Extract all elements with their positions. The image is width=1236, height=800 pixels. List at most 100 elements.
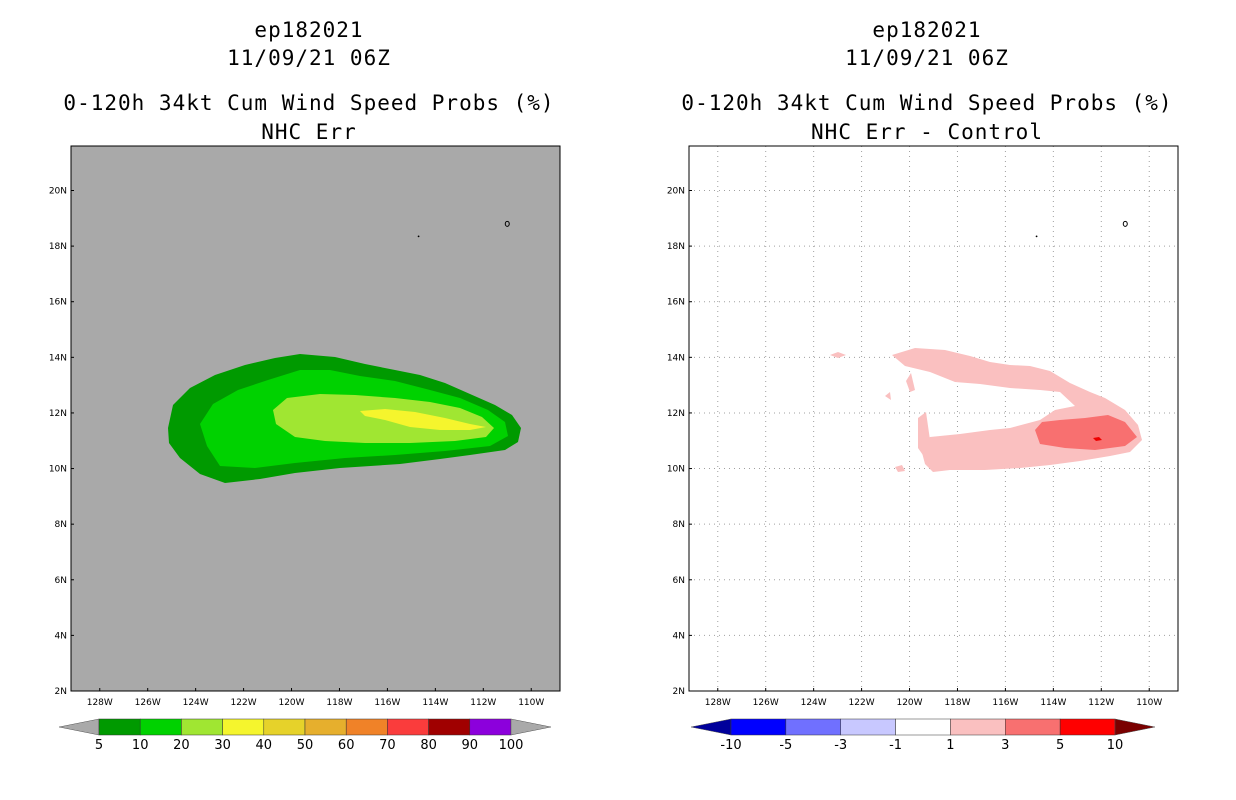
lon-label: 110W bbox=[1136, 698, 1162, 708]
island-socorro bbox=[504, 220, 510, 227]
lon-label: 114W bbox=[422, 698, 448, 708]
lat-label: 12N bbox=[667, 409, 685, 419]
colorbar-over-arrow bbox=[510, 718, 552, 736]
lat-label: 4N bbox=[55, 631, 67, 641]
colorbar-swatch bbox=[345, 718, 388, 736]
lon-label: 124W bbox=[801, 698, 827, 708]
colorbar-swatch bbox=[222, 718, 265, 736]
lat-label: 14N bbox=[49, 353, 67, 363]
contour-5-10 bbox=[885, 392, 891, 400]
colorbar-over-arrow bbox=[1114, 718, 1156, 736]
lon-label: 112W bbox=[1088, 698, 1114, 708]
colorbar-label: 20 bbox=[173, 738, 190, 753]
colorbar-under-arrow bbox=[58, 718, 100, 736]
lon-label: 128W bbox=[87, 698, 113, 708]
colorbar-swatch bbox=[304, 718, 347, 736]
panel-nhc-err: ep182021 11/09/21 06Z 0-120h 34kt Cum Wi… bbox=[49, 18, 561, 753]
colorbar-label: -1 bbox=[889, 738, 902, 753]
variant-title: NHC Err - Control bbox=[811, 120, 1043, 144]
product-title: 0-120h 34kt Cum Wind Speed Probs (%) bbox=[681, 91, 1173, 115]
colorbar-swatch bbox=[428, 718, 471, 736]
storm-id-title: ep182021 bbox=[872, 18, 982, 42]
colorbar-swatch bbox=[181, 718, 223, 736]
colorbar-swatch bbox=[1059, 718, 1116, 736]
lat-label: 20N bbox=[667, 186, 685, 196]
lat-label: 10N bbox=[49, 465, 67, 475]
product-title: 0-120h 34kt Cum Wind Speed Probs (%) bbox=[63, 91, 555, 115]
contour-5-10 bbox=[895, 465, 905, 472]
contour-fills bbox=[689, 146, 1178, 691]
colorbar-swatch bbox=[730, 718, 787, 736]
map-frame bbox=[688, 145, 1179, 692]
lat-label: 12N bbox=[49, 409, 67, 419]
contour-5-10 bbox=[906, 373, 915, 392]
colorbar-label: -5 bbox=[779, 738, 792, 753]
colorbar-swatch bbox=[950, 718, 1006, 736]
colorbar-label: 80 bbox=[420, 738, 437, 753]
colorbar: -10 -5 -3 -1 1 3 5 10 bbox=[690, 718, 1156, 753]
colorbar-swatch bbox=[139, 718, 182, 736]
lon-label: 124W bbox=[183, 698, 209, 708]
lat-label: 8N bbox=[55, 520, 67, 530]
colorbar-under-arrow bbox=[690, 718, 732, 736]
island-clarion bbox=[1035, 235, 1038, 238]
colorbar-label: 100 bbox=[499, 738, 524, 753]
lat-label: 2N bbox=[55, 687, 67, 697]
colorbar-label: 30 bbox=[214, 738, 231, 753]
lon-label: 118W bbox=[326, 698, 352, 708]
lat-label: 16N bbox=[49, 298, 67, 308]
colorbar: 5 10 20 30 40 50 60 70 80 90 100 bbox=[58, 718, 552, 753]
lon-label: 118W bbox=[944, 698, 970, 708]
colorbar-label: 5 bbox=[1056, 738, 1064, 753]
panel-nhc-err-minus-control: ep182021 11/09/21 06Z 0-120h 34kt Cum Wi… bbox=[618, 0, 1236, 800]
contour-30-40 bbox=[360, 409, 486, 430]
colorbar-label: 40 bbox=[256, 738, 273, 753]
datetime-title: 11/09/21 06Z bbox=[845, 46, 1009, 70]
colorbar-label: 5 bbox=[95, 738, 103, 753]
lon-label: 116W bbox=[992, 698, 1018, 708]
lon-label: 120W bbox=[896, 698, 922, 708]
lon-label: 112W bbox=[470, 698, 496, 708]
map-frame bbox=[70, 145, 561, 692]
contour-5-10 bbox=[830, 352, 846, 358]
colorbar-swatch bbox=[387, 718, 429, 736]
island-clarion bbox=[417, 235, 420, 238]
lon-label: 120W bbox=[278, 698, 304, 708]
colorbar-label: 60 bbox=[338, 738, 355, 753]
colorbar-swatch bbox=[895, 718, 951, 736]
colorbar-swatch bbox=[1005, 718, 1061, 736]
colorbar-label: 3 bbox=[1001, 738, 1009, 753]
probability-map: 2N 4N 6N 8N 10N 12N 14N 16N 18N 20N 128W 126W 124W 12… bbox=[49, 145, 561, 753]
lat-label: 10N bbox=[667, 465, 685, 475]
lat-label: 8N bbox=[673, 520, 685, 530]
lat-label: 4N bbox=[673, 631, 685, 641]
difference-map: 2N 4N 6N 8N 10N 12N 14N 16N 18N 20N 128W 126W 124W 12… bbox=[667, 145, 1179, 753]
lat-label: 18N bbox=[49, 242, 67, 252]
lon-label: 122W bbox=[231, 698, 257, 708]
lat-label: 2N bbox=[673, 687, 685, 697]
colorbar-swatch bbox=[98, 718, 141, 736]
colorbar-label: -3 bbox=[834, 738, 847, 753]
colorbar-label: 1 bbox=[946, 738, 954, 753]
colorbar-swatch bbox=[785, 718, 841, 736]
lon-label: 126W bbox=[753, 698, 779, 708]
lon-label: 110W bbox=[518, 698, 544, 708]
lon-label: 128W bbox=[705, 698, 731, 708]
contour-fills bbox=[168, 354, 521, 483]
variant-title: NHC Err bbox=[261, 120, 357, 144]
lon-label: 126W bbox=[135, 698, 161, 708]
lat-label: 6N bbox=[55, 576, 67, 586]
island-socorro bbox=[1122, 220, 1128, 227]
colorbar-label: -10 bbox=[720, 738, 741, 753]
contour-5-10 bbox=[1093, 437, 1102, 441]
lon-label: 116W bbox=[374, 698, 400, 708]
contour-3-5 bbox=[1035, 415, 1137, 450]
colorbar-label: 50 bbox=[297, 738, 314, 753]
lat-label: 20N bbox=[49, 186, 67, 196]
lat-label: 14N bbox=[667, 353, 685, 363]
colorbar-swatch bbox=[263, 718, 306, 736]
lon-label: 114W bbox=[1040, 698, 1066, 708]
storm-id-title: ep182021 bbox=[254, 18, 364, 42]
colorbar-swatch bbox=[840, 718, 896, 736]
contour-5-10 bbox=[918, 412, 930, 458]
